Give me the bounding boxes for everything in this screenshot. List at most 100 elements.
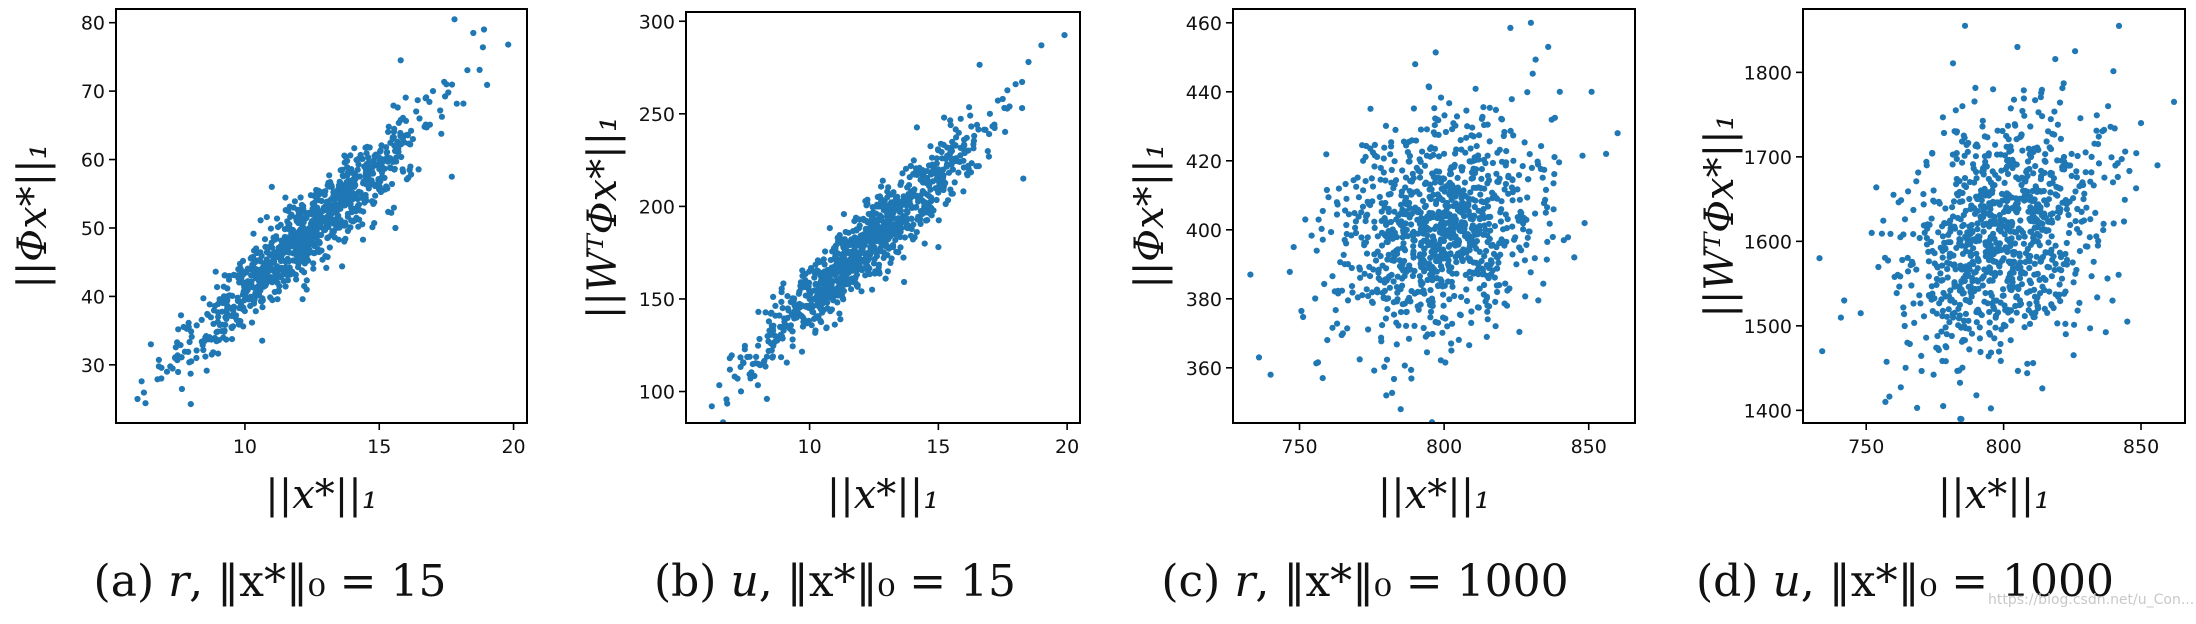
data-point [1390, 311, 1398, 318]
data-point [1923, 334, 1930, 341]
data-point [241, 279, 248, 286]
data-point [188, 333, 195, 340]
data-point [1510, 132, 1517, 139]
data-point [2100, 220, 2107, 227]
data-point [812, 280, 819, 288]
data-point [1887, 230, 1894, 237]
data-point [1493, 282, 1500, 289]
data-point [897, 244, 904, 251]
data-point [1982, 158, 1989, 165]
data-point [1913, 178, 1920, 185]
x-tick-label: 750 [1281, 436, 1317, 458]
data-point [871, 270, 879, 277]
data-point [1351, 210, 1358, 217]
data-point [2056, 266, 2063, 273]
data-point [1390, 278, 1397, 285]
data-point [1392, 177, 1400, 184]
data-point [2042, 249, 2049, 256]
data-point [1363, 286, 1370, 293]
data-point [1571, 254, 1578, 261]
data-point [778, 354, 785, 361]
data-point [1382, 122, 1390, 129]
data-point [817, 317, 824, 325]
data-point [277, 243, 284, 250]
data-point [2052, 260, 2059, 267]
data-point [799, 284, 807, 291]
data-point [293, 236, 301, 243]
data-point [215, 313, 222, 320]
data-point [2059, 199, 2066, 206]
data-point [881, 203, 888, 210]
data-point [295, 210, 302, 217]
data-point [2092, 209, 2099, 216]
data-point [1939, 262, 1946, 269]
data-point [2049, 256, 2056, 263]
data-point [305, 209, 312, 216]
data-point [1446, 100, 1453, 107]
data-point [259, 304, 266, 311]
data-point [1359, 203, 1367, 210]
data-point [395, 119, 402, 126]
data-point [2065, 211, 2072, 219]
y-tick-label: 150 [639, 289, 675, 311]
data-point [2010, 96, 2018, 103]
data-point [922, 175, 929, 182]
data-point [783, 359, 790, 366]
data-point [193, 347, 200, 354]
data-point [2005, 275, 2012, 282]
data-point [1430, 173, 1437, 181]
data-point [1445, 261, 1452, 268]
data-point [1972, 153, 1979, 160]
chart-2: 750 800 850360380400420440460||x*||₁||Φx*|… [1127, 8, 1636, 518]
data-point [409, 136, 416, 143]
data-point [1524, 176, 1532, 183]
data-point [1968, 293, 1975, 300]
data-point [2021, 324, 2028, 331]
data-point [1951, 309, 1958, 316]
data-point [1371, 163, 1378, 170]
data-point [2059, 85, 2066, 92]
data-point [1463, 286, 1470, 293]
data-point [1369, 198, 1376, 205]
data-point [438, 113, 445, 120]
data-point [210, 307, 218, 314]
data-point [2013, 174, 2020, 181]
data-point [1916, 292, 1923, 299]
data-point [1496, 175, 1503, 182]
data-point [218, 308, 226, 315]
data-point [1323, 151, 1330, 158]
data-point [795, 290, 803, 297]
data-point [2094, 242, 2101, 249]
data-point [2026, 264, 2033, 272]
data-point [2069, 259, 2076, 266]
data-point [1474, 304, 1481, 311]
data-point [344, 157, 351, 164]
data-point [2015, 234, 2022, 241]
data-point [2000, 255, 2007, 262]
data-point [2154, 162, 2161, 169]
data-point [301, 233, 308, 240]
data-point [1453, 113, 1461, 120]
data-point [354, 166, 361, 173]
data-point [2054, 214, 2061, 221]
data-point [1461, 219, 1468, 226]
data-point [2037, 290, 2044, 297]
data-point [2018, 174, 2025, 181]
data-point [187, 401, 194, 408]
data-point [188, 328, 195, 335]
data-point [1944, 259, 1951, 266]
data-point [261, 236, 269, 243]
data-point [784, 293, 791, 300]
data-point [154, 376, 161, 383]
data-point [2065, 229, 2073, 237]
data-point [928, 205, 935, 212]
data-point [1403, 322, 1410, 329]
data-point [1819, 348, 1826, 355]
data-point [1541, 166, 1548, 173]
data-point [2057, 298, 2064, 305]
data-point [2124, 318, 2131, 325]
data-point [726, 355, 733, 362]
data-point [2038, 89, 2045, 96]
data-point [863, 202, 870, 209]
data-point [1394, 289, 1401, 296]
